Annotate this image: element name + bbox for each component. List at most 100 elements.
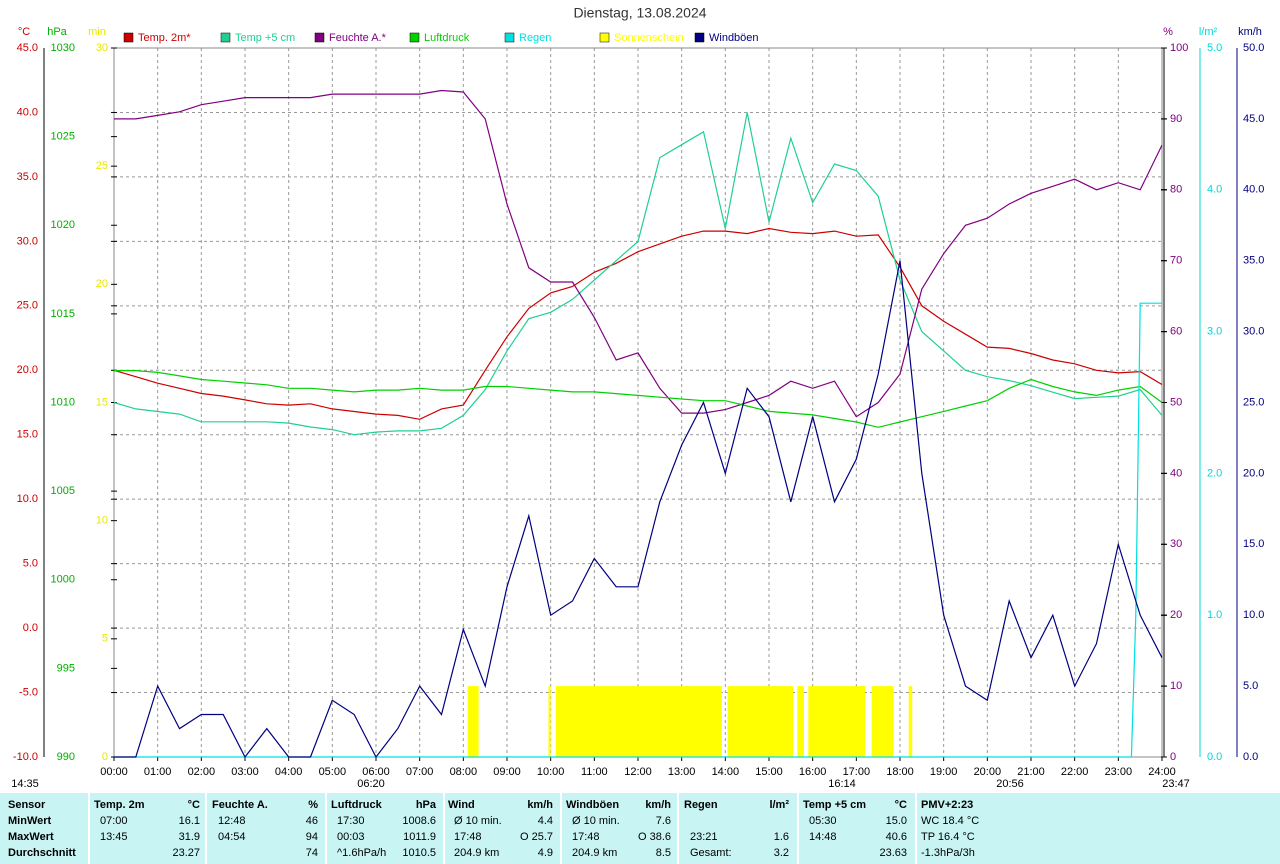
annotation: 14:35 (11, 778, 39, 790)
cell-text: Gesamt: (690, 847, 732, 859)
column-separator (915, 793, 917, 864)
cell-text: ^1.6hPa/h (337, 847, 387, 859)
column-separator (205, 793, 207, 864)
stats-table: Sensor Temp. 2m °C Feuchte A.% Luftdruck hPa W… (0, 793, 1280, 864)
y-tick-label: 30.0 (1243, 326, 1264, 338)
y-tick-label: 60 (1170, 326, 1182, 338)
legend-swatch (123, 32, 134, 43)
y-tick-label: 40.0 (17, 106, 38, 118)
cell-value: 46 (305, 815, 318, 827)
y-tick-label: 0.0 (1207, 751, 1222, 763)
row-label: Durchschnitt (8, 847, 76, 859)
y-tick-label: 35.0 (17, 171, 38, 183)
y-tick-label: 990 (57, 751, 75, 763)
y-tick-label: 15 (96, 396, 108, 408)
axis-title: °C (18, 26, 30, 38)
x-tick-label: 16:00 (799, 766, 827, 778)
x-tick-label: 01:00 (144, 766, 172, 778)
y-tick-label: 1.0 (1207, 609, 1222, 621)
cell-value: O 38.6 (637, 831, 671, 843)
y-tick-label: 1000 (51, 574, 75, 586)
cell-value: 23.27 (172, 847, 200, 859)
column-header: Windböen (566, 799, 620, 811)
sunshine-bar (797, 686, 804, 757)
column-separator (560, 793, 562, 864)
x-tick-label: 18:00 (886, 766, 914, 778)
cell-value: 31.9 (178, 831, 200, 843)
y-tick-label: 10.0 (1243, 609, 1264, 621)
legend-swatch (314, 32, 325, 43)
legend-swatch (504, 32, 515, 43)
column-unit: °C (187, 799, 200, 811)
x-tick-label: 21:00 (1017, 766, 1045, 778)
y-tick-label: 50 (1170, 396, 1182, 408)
series-line (114, 260, 1163, 759)
cell-value: 3.2 (773, 847, 789, 859)
column-separator (677, 793, 679, 864)
column-unit: % (308, 799, 318, 811)
y-tick-label: 10 (96, 515, 108, 527)
axis-title: min (88, 26, 106, 38)
y-tick-label: 20.0 (17, 364, 38, 376)
series-line (113, 112, 1163, 436)
cell-value: 8.5 (655, 847, 671, 859)
y-tick-label: 0.0 (23, 622, 38, 634)
x-tick-label: 06:00 (362, 766, 390, 778)
x-tick-label: 11:00 (581, 766, 608, 778)
sunshine-bar (908, 686, 913, 757)
series-line (114, 370, 1163, 428)
x-tick-label: 24:00 (1148, 766, 1176, 778)
x-tick-label: 09:00 (493, 766, 521, 778)
x-tick-label: 03:00 (231, 766, 259, 778)
y-tick-label: 40 (1170, 467, 1182, 479)
column-unit: l/m² (769, 799, 789, 811)
cell-text: -1.3hPa/3h (921, 847, 975, 859)
x-tick-label: 07:00 (406, 766, 434, 778)
chart: Dienstag, 13.08.2024 °C -10.0 -5.0 0.0 5.0 10… (0, 0, 1280, 793)
y-tick-label: 5.0 (1207, 42, 1222, 54)
x-tick-label: 17:00 (843, 766, 871, 778)
legend-label: Windböen (709, 32, 759, 44)
column-header: Sensor (8, 799, 46, 811)
y-tick-label: 20.0 (1243, 467, 1264, 479)
column-separator (88, 793, 90, 864)
y-tick-label: 1015 (51, 308, 75, 320)
x-tick-label: 05:00 (319, 766, 347, 778)
y-tick-label: 1020 (51, 219, 75, 231)
cell-value: 15.0 (885, 815, 907, 827)
sunshine-bar (727, 686, 794, 757)
y-tick-label: 30.0 (17, 235, 38, 247)
annotation: 20:56 (996, 778, 1024, 790)
cell-text: 17:30 (337, 815, 365, 827)
cell-text: 04:54 (218, 831, 246, 843)
column-header: Wind (448, 799, 475, 811)
cell-value: O 25.7 (519, 831, 553, 843)
cell-text: 14:48 (809, 831, 837, 843)
cell-text: 12:48 (218, 815, 246, 827)
column-separator (797, 793, 799, 864)
chart-title: Dienstag, 13.08.2024 (573, 5, 706, 21)
column-separator (443, 793, 445, 864)
cell-value: 1.6 (773, 831, 789, 843)
y-tick-label: 45.0 (17, 42, 38, 54)
sunshine-bar (871, 686, 894, 757)
cell-text: 17:48 (572, 831, 600, 843)
cell-text: 07:00 (100, 815, 128, 827)
y-tick-label: 80 (1170, 184, 1182, 196)
cell-value: 94 (305, 831, 318, 843)
cell-text: 00:03 (337, 831, 365, 843)
legend-label: Luftdruck (424, 32, 470, 44)
legend-label: Temp. 2m* (138, 32, 191, 44)
sunshine-bar (808, 686, 866, 757)
cell-value: 4.4 (537, 815, 553, 827)
background (0, 0, 1280, 793)
annotation: 06:20 (357, 778, 385, 790)
sunshine-bar (548, 686, 551, 757)
sunshine-bar (555, 686, 722, 757)
y-tick-label: 30 (96, 42, 108, 54)
cell-value: 74 (305, 847, 318, 859)
x-tick-label: 15:00 (755, 766, 783, 778)
row-label: MinWert (8, 815, 52, 827)
series-line (114, 89, 1163, 418)
